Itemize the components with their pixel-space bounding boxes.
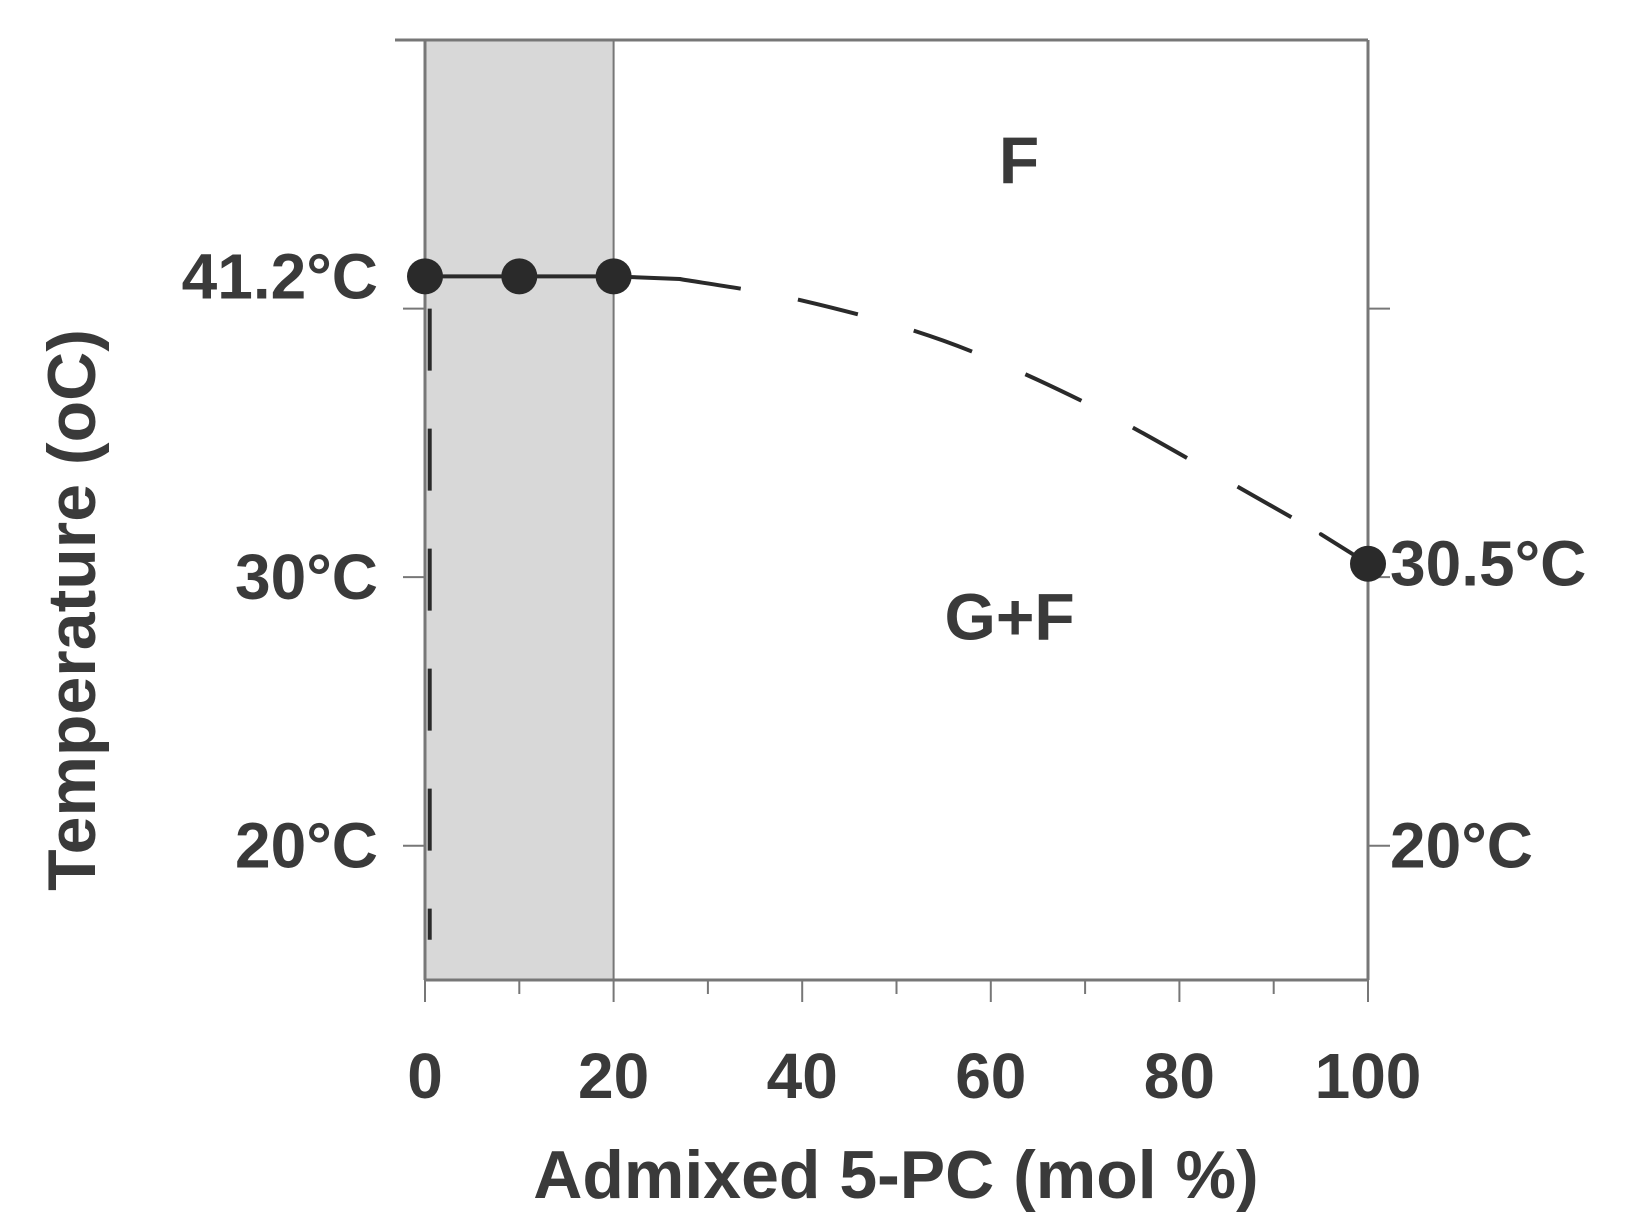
left-temp-label: 20°C bbox=[235, 810, 378, 882]
left-temp-label: 41.2°C bbox=[182, 240, 378, 312]
data-point bbox=[1350, 545, 1386, 582]
right-temp-label: 20°C bbox=[1390, 810, 1533, 882]
x-tick-label: 60 bbox=[955, 1040, 1026, 1112]
x-tick-label: 100 bbox=[1315, 1040, 1422, 1112]
data-point bbox=[501, 258, 538, 295]
x-tick-label: 20 bbox=[578, 1040, 649, 1112]
x-tick-label: 80 bbox=[1144, 1040, 1215, 1112]
left-temp-label: 30°C bbox=[235, 541, 378, 613]
shaded-region bbox=[425, 40, 614, 980]
x-tick-label: 0 bbox=[407, 1040, 443, 1112]
right-temp-label: 30.5°C bbox=[1390, 528, 1586, 600]
y-axis-title: Temperature (oC) bbox=[34, 329, 110, 891]
x-axis-title: Admixed 5-PC (mol %) bbox=[533, 1137, 1258, 1213]
region-label: G+F bbox=[945, 579, 1075, 653]
x-tick-label: 40 bbox=[767, 1040, 838, 1112]
data-point bbox=[407, 258, 443, 295]
data-point bbox=[595, 258, 632, 295]
region-label: F bbox=[999, 123, 1039, 197]
dashed-phase-boundary-curve bbox=[679, 277, 1322, 536]
